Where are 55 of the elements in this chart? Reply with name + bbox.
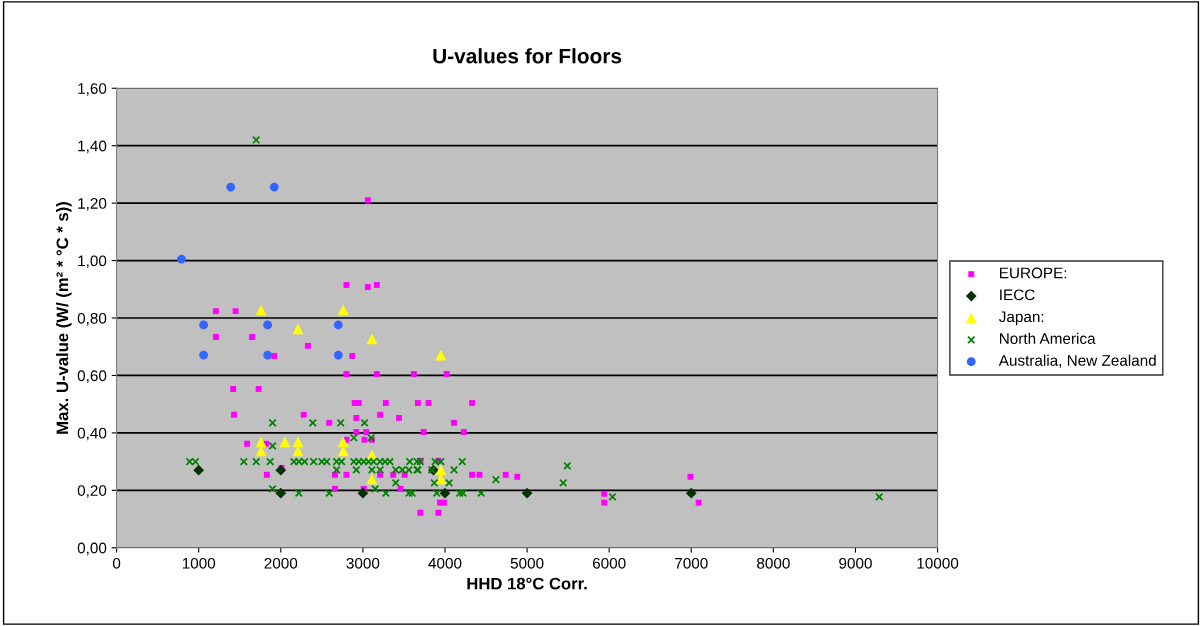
y-tick-label: 0,80 [77,312,107,326]
x-axis-title: HHD 18°C Corr. [467,577,587,590]
x-tick-label: 1000 [182,557,216,569]
point [226,182,236,192]
point [366,473,378,485]
point [337,436,349,448]
point [199,320,209,330]
x-tick-label: 2000 [264,557,298,569]
point [357,487,369,499]
legend-label: IECC [1000,289,1035,301]
y-tick-label: 0,20 [77,485,107,498]
point [269,182,279,192]
point [263,320,273,330]
point [255,436,267,448]
x-tick-label: 10000 [917,557,959,569]
x-tick-label: 3000 [346,557,380,569]
point [275,487,287,499]
x-tick-label: 9000 [839,557,872,569]
point [337,304,349,316]
x-tick-label: 6000 [592,557,626,569]
legend-label: EUROPE: [1000,267,1067,279]
point [193,464,205,476]
point [439,487,451,499]
x-tick-label: 8000 [757,557,790,569]
legend-label: North America [1000,332,1096,344]
point [255,304,267,316]
point [333,350,343,360]
point [685,487,697,499]
x-tick-label: 4000 [428,557,462,569]
y-tick-label: 0,40 [77,427,107,441]
y-tick-label: 1,40 [78,140,107,154]
point [435,349,447,361]
point [292,323,304,335]
point [521,487,533,499]
y-tick-label: 0,00 [77,542,107,556]
point [366,333,378,345]
chart-title: U-values for Floors [433,48,622,64]
point [279,436,291,448]
point [435,464,447,476]
y-tick-label: 1,00 [78,255,107,269]
x-tick-label: 0 [112,557,121,569]
point [177,254,186,264]
legend-label: Australia, New Zealand [998,354,1156,368]
point [275,464,287,476]
point [333,320,343,330]
y-tick-label: 1,60 [78,83,107,96]
y-axis-title: Max. U-value (W/ (m² * °C * s)) [56,202,72,434]
legend-label: Japan: [999,311,1044,326]
x-tick-label: 5000 [510,557,544,569]
point [292,436,304,448]
point [199,350,209,360]
point [263,350,273,360]
y-tick-label: 1,20 [78,198,107,211]
x-tick-label: 7000 [675,557,708,569]
y-tick-label: 0,60 [77,370,107,383]
